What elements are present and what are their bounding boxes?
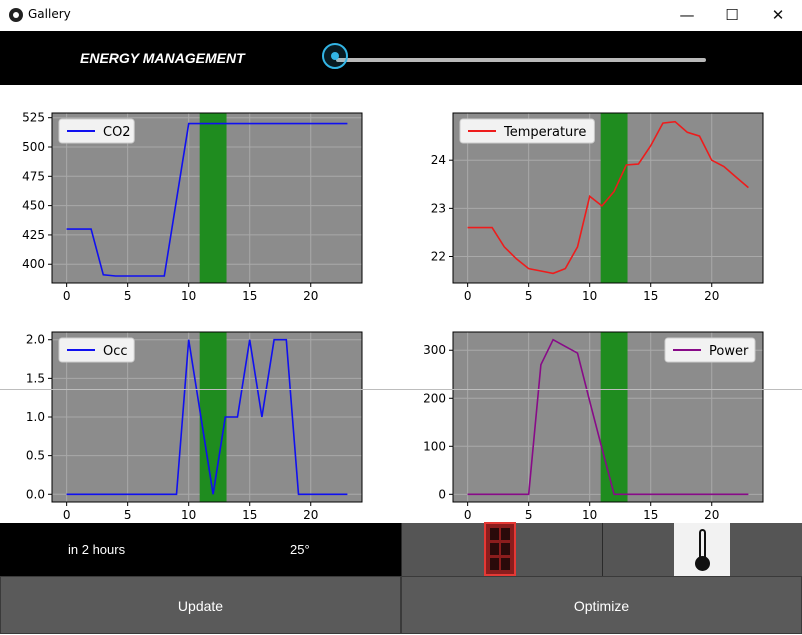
x-tick-label: 15 — [242, 289, 257, 303]
y-tick-label: 100 — [423, 439, 446, 453]
legend-box — [58, 118, 135, 144]
plot-frame — [452, 112, 764, 284]
x-tick-label: 15 — [643, 508, 658, 522]
x-tick-label: 20 — [303, 289, 318, 303]
x-tick-label: 15 — [643, 289, 658, 303]
series-line — [66, 338, 348, 496]
series-line — [66, 122, 348, 277]
x-tick-label: 10 — [582, 289, 597, 303]
forecast-time-label: in 2 hours — [68, 542, 126, 557]
y-tick-label: 300 — [423, 343, 446, 357]
y-tick-label: 450 — [22, 199, 45, 213]
y-tick-label: 24 — [431, 153, 446, 167]
y-tick-label: 2.0 — [26, 333, 45, 347]
highlight-span — [600, 113, 628, 283]
legend-label: CO2 — [103, 125, 131, 140]
time-slider-thumb[interactable] — [322, 43, 348, 69]
time-slider-track[interactable] — [336, 58, 706, 62]
y-tick-label: 1.0 — [26, 410, 45, 424]
app-icon — [9, 8, 23, 22]
maximize-button[interactable]: ☐ — [725, 6, 739, 24]
y-tick-label: 1.5 — [26, 371, 45, 385]
chart-divider — [0, 389, 802, 390]
legend-box — [459, 118, 595, 144]
x-tick-label: 20 — [704, 508, 719, 522]
window-icon — [484, 522, 516, 576]
x-tick-label: 10 — [181, 289, 196, 303]
legend-label: Temperature — [503, 125, 586, 140]
x-tick-label: 20 — [303, 508, 318, 522]
page-title: ENERGY MANAGEMENT — [80, 50, 245, 66]
plot-frame — [452, 331, 764, 503]
close-button[interactable]: ✕ — [771, 6, 785, 24]
series-line — [467, 338, 749, 496]
x-tick-label: 0 — [63, 289, 71, 303]
x-tick-label: 0 — [464, 508, 472, 522]
y-tick-label: 200 — [423, 391, 446, 405]
charts-area: 0 5 10 15 20 400 425 450 475 500 525 CO2 0 5 10 15 20 22 2… — [0, 86, 802, 523]
y-tick-label: 475 — [22, 169, 45, 183]
y-tick-label: 525 — [22, 111, 45, 125]
y-tick-label: 22 — [431, 250, 446, 264]
y-tick-label: 400 — [22, 257, 45, 271]
update-button[interactable]: Update — [0, 576, 401, 634]
optimize-button[interactable]: Optimize — [401, 576, 802, 634]
x-tick-label: 10 — [582, 508, 597, 522]
legend-box — [58, 337, 135, 363]
legend-box — [664, 337, 756, 363]
y-tick-label: 425 — [22, 228, 45, 242]
y-tick-label: 0 — [438, 487, 446, 501]
window-titlebar: Gallery — ☐ ✕ — [0, 0, 802, 32]
x-tick-label: 5 — [525, 508, 533, 522]
x-tick-label: 5 — [124, 508, 132, 522]
highlight-span — [199, 332, 227, 502]
forecast-temp-label: 25° — [290, 542, 310, 557]
x-tick-label: 0 — [63, 508, 71, 522]
legend-label: Power — [709, 344, 749, 359]
series-line — [467, 120, 749, 275]
forecast-panel — [0, 523, 401, 576]
legend-label: Occ — [103, 344, 128, 359]
window-title: Gallery — [28, 7, 71, 21]
x-tick-label: 15 — [242, 508, 257, 522]
plot-frame — [51, 112, 363, 284]
minimize-button[interactable]: — — [679, 6, 695, 24]
x-tick-label: 10 — [181, 508, 196, 522]
x-tick-label: 0 — [464, 289, 472, 303]
x-tick-label: 5 — [124, 289, 132, 303]
x-tick-label: 20 — [704, 289, 719, 303]
highlight-span — [600, 332, 628, 502]
x-tick-label: 5 — [525, 289, 533, 303]
y-tick-label: 23 — [431, 201, 446, 215]
thermometer-icon — [674, 523, 730, 576]
highlight-span — [199, 113, 227, 283]
y-tick-label: 500 — [22, 140, 45, 154]
y-tick-label: 0.5 — [26, 449, 45, 463]
y-tick-label: 0.0 — [26, 487, 45, 501]
